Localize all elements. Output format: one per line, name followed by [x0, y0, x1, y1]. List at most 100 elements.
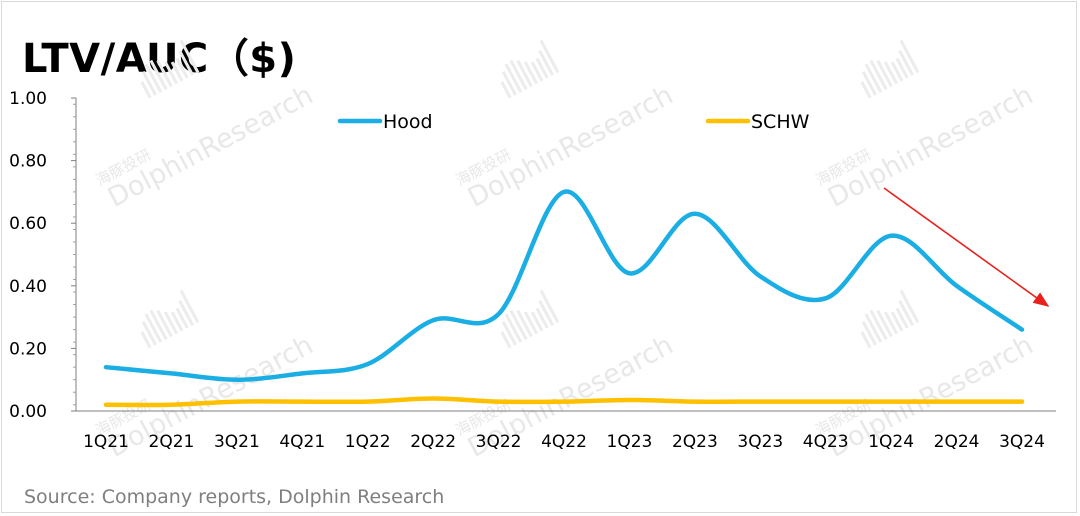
legend-label-schw: SCHW	[751, 111, 810, 133]
data-point-hood	[170, 372, 173, 375]
watermark-bar	[876, 309, 893, 338]
data-point-hood	[1021, 328, 1023, 331]
watermark-bar	[140, 331, 152, 349]
data-point-schw	[1021, 400, 1023, 403]
data-point-hood	[105, 366, 107, 368]
watermark-bar	[179, 39, 200, 74]
watermark-bar	[163, 311, 179, 335]
data-point-schw	[563, 400, 565, 403]
watermark-bar	[899, 39, 920, 74]
source-note: Source: Company reports, Dolphin Researc…	[24, 486, 445, 508]
trend-arrow	[883, 187, 1050, 307]
watermark-bar	[170, 61, 184, 82]
x-tick-label: 1Q24	[868, 432, 914, 452]
watermark-bar	[538, 50, 554, 76]
watermark-bar	[500, 81, 512, 99]
data-point-schw	[170, 403, 173, 406]
axes: 0.00 0.20 0.40 0.60 0.80 1.00 1Q21 2Q21 3Q21 4Q21…	[9, 89, 1056, 452]
watermark-bar	[538, 300, 554, 326]
y-tick-label: 0.80	[9, 152, 47, 172]
x-tick-label: 1Q21	[83, 432, 129, 452]
data-point-hood	[694, 213, 696, 215]
watermark-bar	[523, 61, 539, 85]
watermark-bar	[890, 311, 904, 332]
data-point-hood	[236, 378, 238, 381]
watermark-bar	[163, 61, 179, 85]
watermark-bar	[149, 309, 168, 341]
watermark-bar	[890, 61, 904, 82]
watermark-bar	[516, 59, 533, 88]
x-tick-label: 4Q21	[279, 432, 325, 452]
watermark-bar	[535, 57, 549, 79]
watermark-bar	[504, 63, 523, 93]
data-point-hood	[759, 275, 762, 278]
data-point-schw	[824, 400, 827, 403]
x-tick-label: 3Q22	[476, 432, 522, 452]
watermark-bar	[539, 289, 560, 324]
data-point-schw	[301, 400, 304, 403]
data-point-schw	[432, 397, 434, 400]
watermark-bar	[869, 59, 888, 91]
data-point-schw	[890, 400, 892, 403]
data-point-schw	[236, 400, 238, 403]
watermark-bar	[869, 309, 888, 341]
series-layer	[103, 189, 1025, 408]
data-point-hood	[366, 363, 369, 365]
watermark-bar	[898, 50, 914, 76]
watermark-bar	[501, 70, 517, 96]
watermark-bar	[860, 331, 872, 349]
watermark-bar	[149, 59, 168, 91]
watermark-bar	[156, 59, 173, 88]
watermark-bar	[144, 63, 163, 93]
watermark-bar	[895, 307, 909, 329]
watermark-bar	[141, 70, 157, 96]
watermark-bar	[530, 311, 544, 332]
watermark-bar	[179, 289, 200, 324]
watermark-english: DolphinResearch	[823, 80, 1038, 214]
x-tick-label: 4Q22	[541, 432, 587, 452]
x-tick-label: 4Q23	[803, 432, 849, 452]
watermark-bar	[861, 70, 877, 96]
watermark-bar	[864, 63, 883, 93]
data-point-hood	[628, 272, 631, 275]
watermark-bar	[500, 331, 512, 349]
data-point-schw	[955, 400, 958, 403]
y-tick-label: 0.40	[9, 277, 47, 297]
watermark-bar	[864, 313, 883, 343]
y-tick-label: 0.00	[9, 402, 47, 422]
y-tick-label: 0.20	[9, 339, 47, 359]
x-tick-label: 2Q21	[149, 432, 195, 452]
data-point-schw	[497, 400, 500, 403]
watermark-bar	[140, 81, 152, 99]
watermark-bar	[501, 320, 517, 346]
watermark-bar	[178, 50, 194, 76]
x-tick-label: 3Q23	[737, 432, 783, 452]
y-tick-label: 0.60	[9, 214, 47, 234]
data-point-hood	[955, 285, 958, 287]
legend-label-hood: Hood	[383, 111, 433, 133]
x-tick-label: 1Q23	[607, 432, 653, 452]
watermark-bar	[899, 289, 920, 324]
data-point-hood	[497, 313, 500, 315]
watermark-bar	[170, 311, 184, 332]
x-tick-label: 2Q24	[934, 432, 980, 452]
watermark-bar	[895, 57, 909, 79]
watermark-bar	[509, 59, 528, 91]
watermark-bar	[144, 313, 163, 343]
data-point-schw	[366, 400, 369, 403]
legend: Hood SCHW	[337, 111, 810, 133]
watermark-bar	[883, 61, 899, 85]
watermark-bar	[535, 307, 549, 329]
data-point-schw	[694, 400, 696, 403]
watermark-bar	[876, 59, 893, 88]
watermark-bar	[141, 320, 157, 346]
watermark-bar	[898, 300, 914, 326]
data-point-schw	[759, 400, 762, 403]
watermark-bar	[175, 307, 189, 329]
watermark-bar	[504, 313, 523, 343]
